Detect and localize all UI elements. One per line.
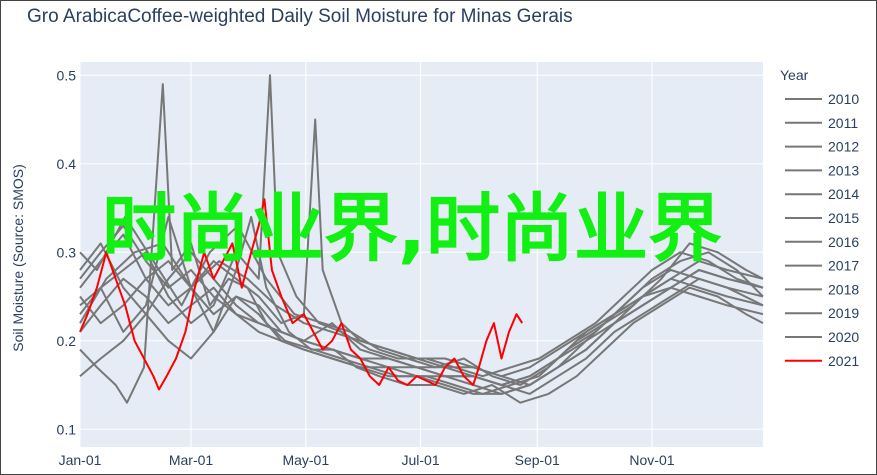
watermark-overlay-text: 时尚业界,时尚业界 (101, 186, 723, 272)
x-gridlines (79, 62, 653, 447)
y-gridlines (80, 74, 763, 430)
legend-item-2020[interactable]: 2020 (785, 329, 859, 345)
x-tick-label: May-01 (282, 452, 329, 468)
y-tick-labels: 0.1 0.2 0.3 0.4 0.5 (57, 67, 77, 437)
x-tick-label: Jul-01 (401, 452, 439, 468)
legend-item-2013[interactable]: 2013 (785, 162, 859, 178)
y-tick-label: 0.3 (57, 244, 77, 260)
legend-item-2010[interactable]: 2010 (785, 91, 859, 107)
series-line-2014 (79, 215, 764, 404)
chart-title: Gro ArabicaCoffee-weighted Daily Soil Mo… (27, 6, 573, 27)
x-tick-label: Mar-01 (169, 452, 214, 468)
legend-item-2021[interactable]: 2021 (785, 353, 859, 369)
legend-label: 2013 (828, 162, 859, 178)
legend-item-2014[interactable]: 2014 (785, 186, 859, 202)
series-line-2021 (79, 198, 524, 391)
legend-label: 2012 (828, 139, 859, 155)
x-tick-label: Sep-01 (515, 452, 560, 468)
legend-item-2011[interactable]: 2011 (785, 115, 858, 131)
y-tick-label: 0.5 (57, 67, 77, 83)
y-tick-label: 0.1 (57, 421, 77, 437)
legend-label: 2018 (828, 281, 859, 297)
legend-item-2017[interactable]: 2017 (785, 258, 859, 274)
x-tick-label: Jan-01 (59, 452, 102, 468)
y-tick-label: 0.4 (57, 156, 77, 172)
y-axis-title: Soil Moisture (Source: SMOS) (10, 164, 26, 352)
legend-title: Year (780, 67, 809, 83)
x-tick-labels: Jan-01 Mar-01 May-01 Jul-01 Sep-01 Nov-01 (59, 452, 675, 468)
legend-item-2012[interactable]: 2012 (785, 139, 859, 155)
legend-label: 2020 (828, 329, 859, 345)
legend-item-2019[interactable]: 2019 (785, 305, 859, 321)
legend-label: 2011 (828, 115, 858, 131)
legend-label: 2014 (828, 186, 859, 202)
legend-label: 2017 (828, 258, 859, 274)
legend: 2010 2011 2012 2013 2014 2015 2016 2017 2018 2019… (785, 91, 859, 369)
series-line-2019 (79, 277, 764, 395)
legend-label: 2019 (828, 305, 859, 321)
legend-label: 2016 (828, 234, 859, 250)
legend-label: 2021 (828, 353, 859, 369)
series-lines (79, 74, 764, 404)
legend-item-2015[interactable]: 2015 (785, 210, 859, 226)
series-line-2015 (79, 74, 764, 378)
series-line-2011 (79, 215, 764, 386)
x-tick-label: Nov-01 (629, 452, 674, 468)
legend-item-2018[interactable]: 2018 (785, 281, 859, 297)
y-tick-label: 0.2 (57, 333, 77, 349)
legend-label: 2015 (828, 210, 859, 226)
legend-item-2016[interactable]: 2016 (785, 234, 859, 250)
legend-label: 2010 (828, 91, 859, 107)
